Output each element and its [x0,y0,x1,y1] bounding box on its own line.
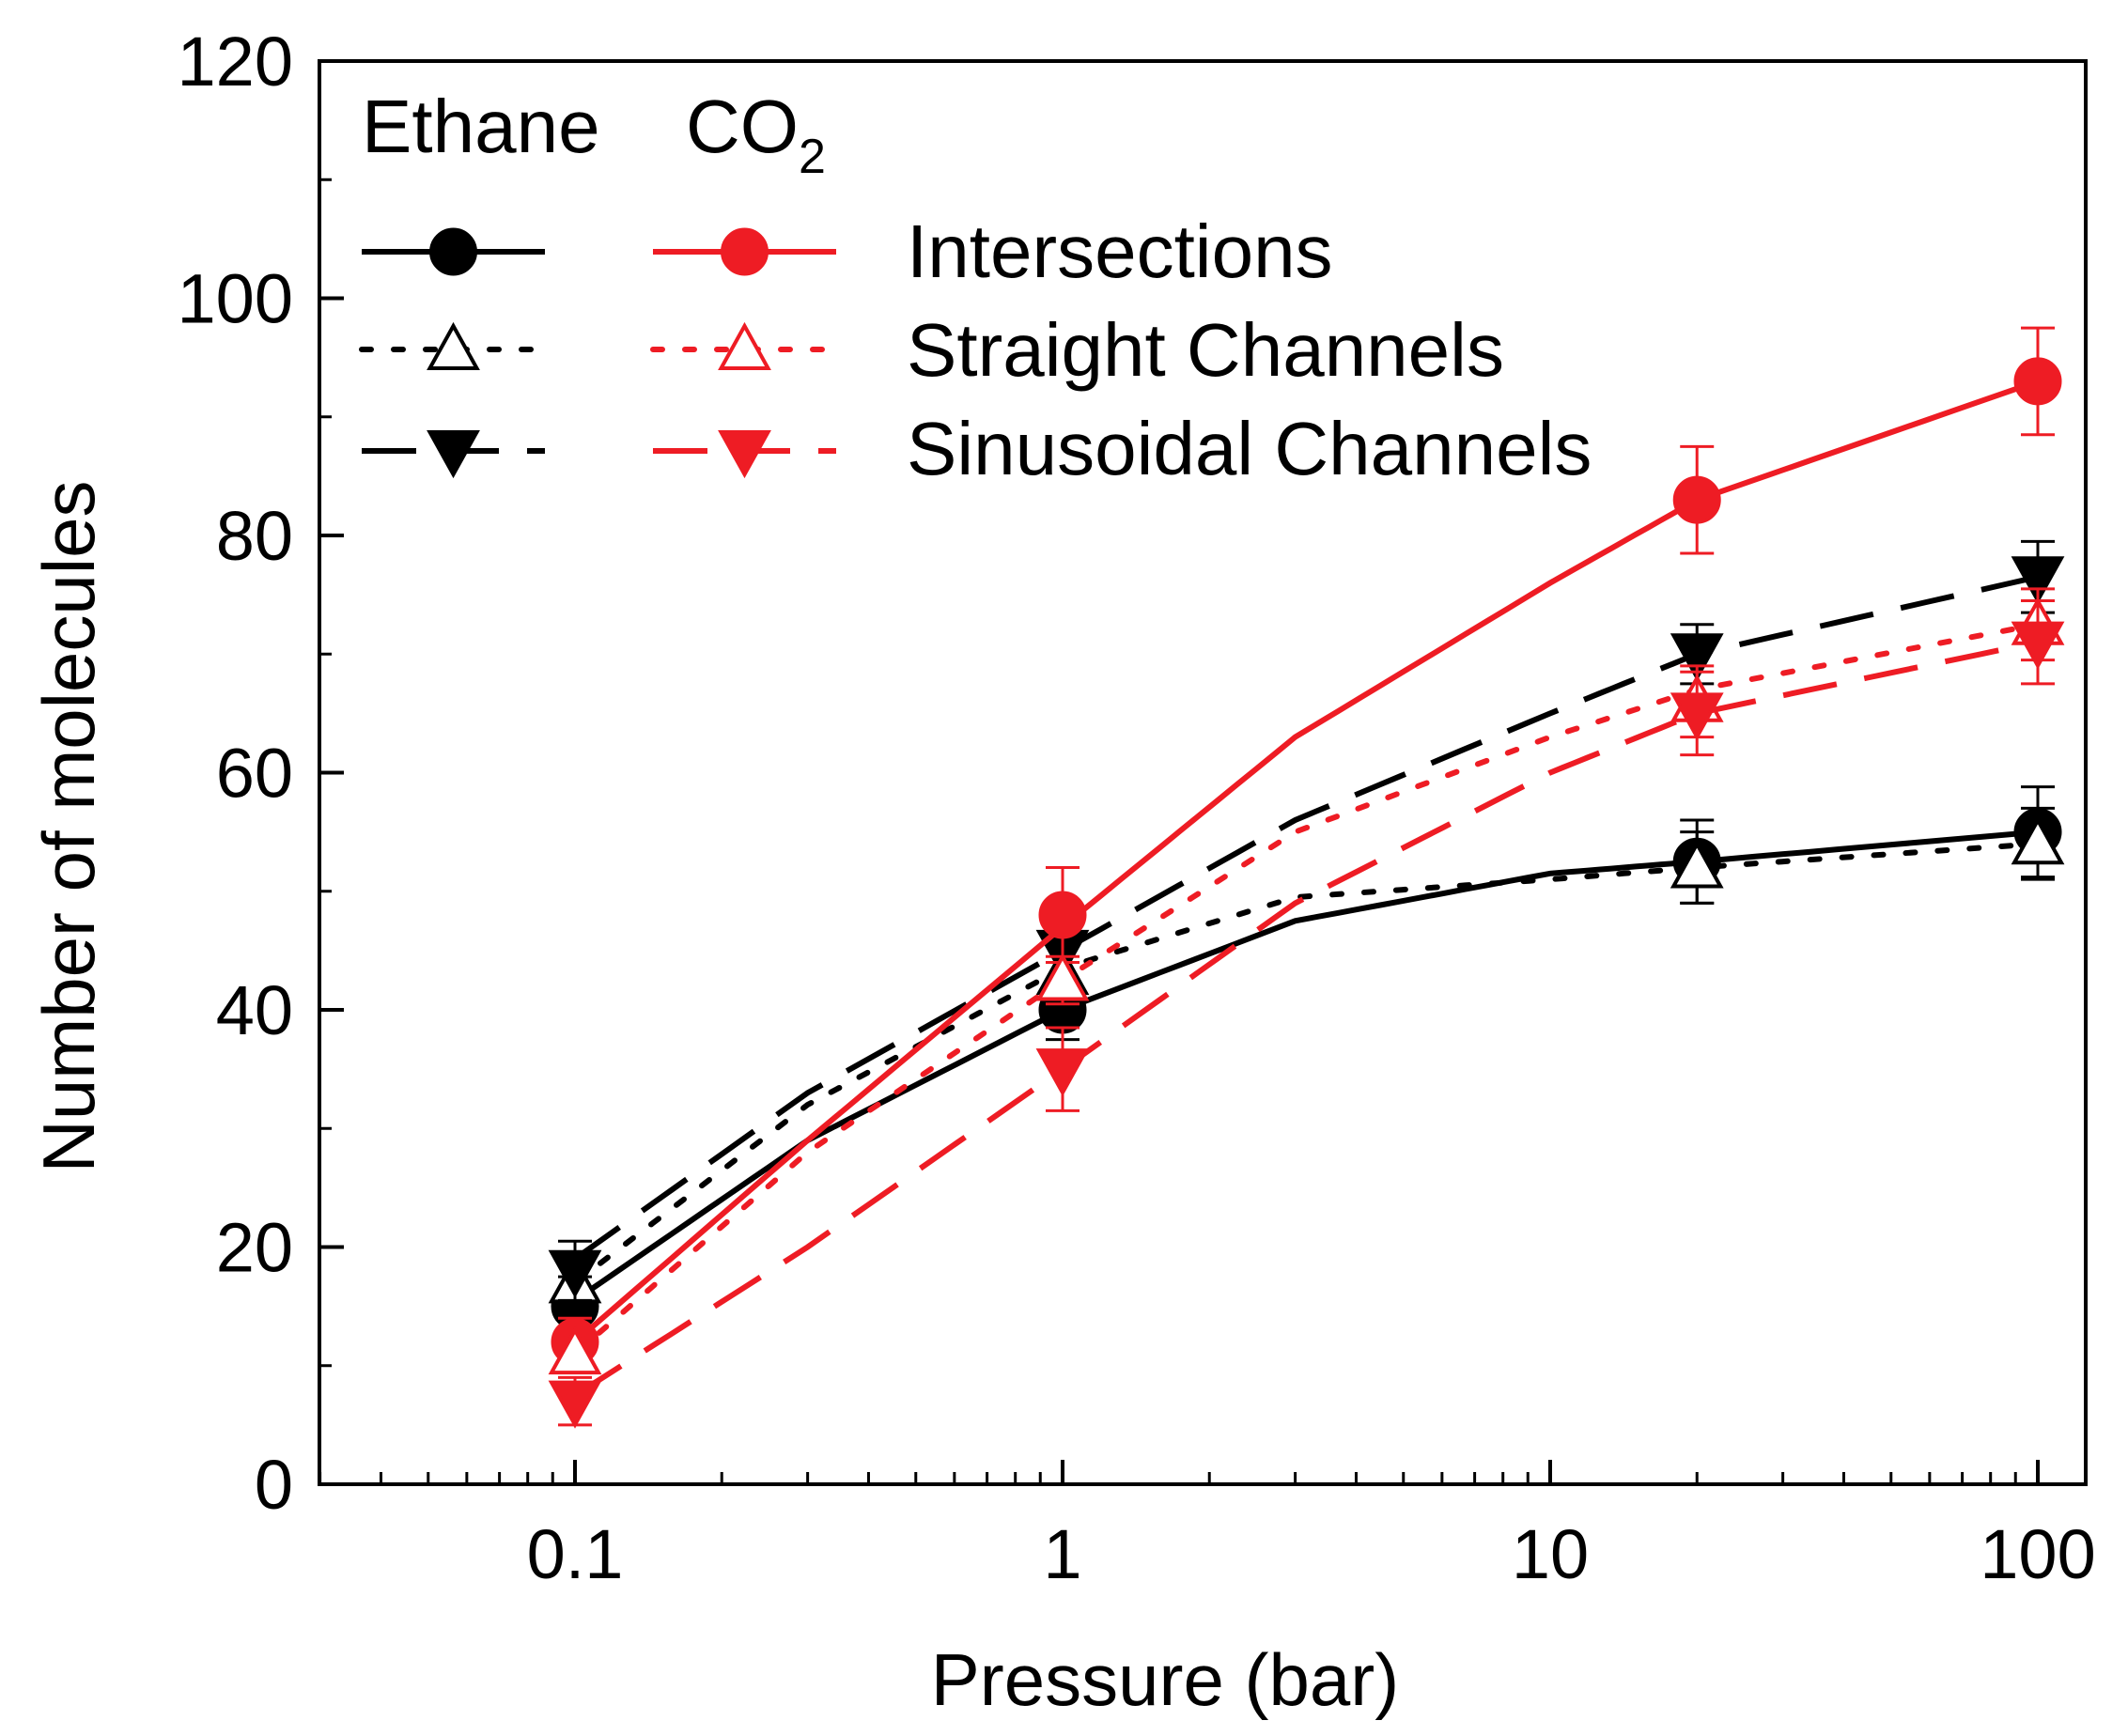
data-point [1670,840,1724,889]
y-tick-label: 100 [178,260,293,338]
data-point [1038,891,1087,939]
data-point [1670,633,1724,682]
data-point [1035,953,1090,1001]
legend-marker-sample [718,321,771,370]
data-point [2011,816,2065,865]
data-point [1672,475,1721,524]
legend-marker-sample [427,430,480,479]
legend-label-sinusoidal-channels: Sinusoidal Channels [907,407,1592,490]
legend-label-straight-channels: Straight Channels [907,308,1504,392]
legend-marker-sample [429,227,477,276]
x-axis-label: Pressure (bar) [931,1638,1399,1721]
y-tick-label: 80 [216,497,293,575]
ticks-layer: 0.1 1 10 100 0 20 40 60 80 100 120 [178,23,2096,1593]
legend-header-co2: CO2 [686,85,826,184]
legend-header-ethane: Ethane [362,85,600,168]
legend-label-intersections: Intersections [907,209,1333,293]
data-point [2011,556,2065,605]
legend-marker-sample [718,430,771,479]
x-tick-label: 0.1 [527,1515,624,1593]
legend: Ethane CO2 Intersections Straight Channe… [359,85,1592,490]
data-point [548,1326,602,1375]
data-point [548,1249,602,1298]
series-layer [548,326,2065,1429]
x-tick-label: 100 [1980,1515,2095,1593]
y-tick-label: 40 [216,971,293,1049]
series-line [572,841,2041,1286]
y-tick-label: 60 [216,735,293,813]
y-axis-label: Number of molecules [27,481,110,1173]
x-tick-label: 10 [1512,1515,1589,1593]
y-tick-label: 20 [216,1209,293,1287]
x-tick-label: 1 [1043,1515,1081,1593]
y-tick-label: 120 [178,23,293,101]
legend-marker-sample [721,227,769,276]
series-co2-sinusoidal-channels [548,598,2065,1429]
legend-header-co2-main: CO [686,85,799,168]
data-point [1670,692,1724,741]
series-line [573,639,2039,1398]
legend-header-co2-subscript: 2 [799,130,826,184]
legend-marker-sample [427,321,480,370]
data-point [548,1380,602,1429]
data-point [2011,621,2065,670]
data-point [2013,357,2062,406]
data-point [1035,1048,1090,1097]
legend-samples [359,227,839,479]
y-tick-label: 0 [255,1446,293,1524]
